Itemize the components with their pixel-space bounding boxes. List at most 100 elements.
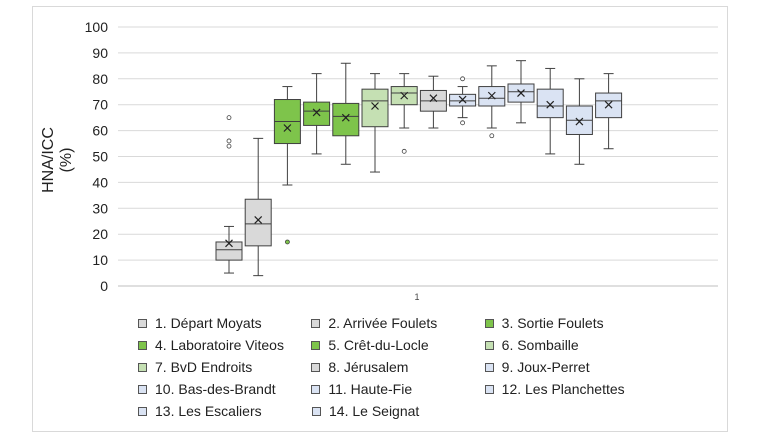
outlier-point	[226, 143, 232, 149]
mean-marker	[371, 102, 379, 110]
legend-item: 12. Les Planchettes	[484, 381, 658, 397]
box-series	[273, 86, 301, 245]
chart-frame	[32, 6, 728, 432]
legend-item: 10. Bas-des-Brandt	[138, 381, 311, 397]
boxes	[215, 60, 623, 277]
mean-marker	[575, 117, 584, 126]
legend-swatch	[484, 318, 494, 328]
mean-marker	[254, 216, 263, 224]
legend-label: 4. Laboratoire Viteos	[155, 337, 284, 353]
box-series	[332, 62, 360, 165]
y-axis: 0 10 20 30 40 50 60 70 80 90 100	[85, 19, 109, 294]
box-series	[390, 73, 418, 154]
legend-swatch	[484, 362, 494, 372]
y-tick-label: 50	[92, 149, 108, 165]
legend-item: 6. Sombaille	[484, 337, 658, 353]
legend-label: 12. Les Planchettes	[501, 381, 625, 397]
legend-label: 7. BvD Endroits	[155, 359, 253, 375]
legend-swatch	[138, 384, 147, 394]
legend-swatch	[484, 340, 494, 350]
box	[303, 101, 331, 126]
outlier-point	[460, 120, 466, 126]
legend-label: 13. Les Escaliers	[155, 403, 262, 419]
mean-marker	[225, 239, 233, 248]
legend-label: 14. Le Seignat	[329, 403, 420, 419]
legend-item: 8. Jérusalem	[311, 359, 484, 375]
box-series	[244, 137, 272, 277]
outlier-point	[401, 148, 407, 154]
mean-marker	[546, 100, 555, 109]
legend-item: 3. Sortie Foulets	[484, 315, 658, 331]
y-axis-label-unit: (%)	[58, 148, 75, 173]
box-series	[595, 73, 623, 150]
legend-swatch	[312, 406, 321, 416]
outlier-point	[226, 138, 232, 144]
y-tick-label: 20	[92, 226, 108, 242]
legend-swatch	[311, 362, 321, 372]
mean-marker	[312, 108, 321, 117]
box-series	[215, 115, 243, 274]
mean-marker	[400, 91, 409, 100]
mean-marker	[458, 95, 467, 104]
y-tick-label: 30	[92, 200, 108, 216]
legend-swatch	[311, 384, 321, 394]
legend-item: 1. Départ Moyats	[138, 315, 311, 331]
legend-item: 2. Arrivée Foulets	[311, 315, 484, 331]
legend-swatch	[311, 340, 321, 350]
legend-item: 7. BvD Endroits	[138, 359, 311, 375]
legend-label: 11. Haute-Fie	[328, 381, 413, 397]
mean-marker	[517, 89, 525, 97]
legend-swatch	[138, 318, 147, 328]
legend-label: 10. Bas-des-Brandt	[155, 381, 276, 397]
y-tick-label: 100	[85, 19, 109, 35]
legend-label: 6. Sombaille	[501, 337, 579, 353]
legend-item: 11. Haute-Fie	[311, 381, 484, 397]
y-axis-label: HNA/ICC	[40, 127, 57, 193]
legend-swatch	[138, 362, 147, 372]
legend-item: 5. Crêt-du-Locle	[311, 337, 484, 353]
legend-label: 1. Départ Moyats	[155, 315, 262, 331]
outlier-point	[284, 239, 290, 245]
mean-marker	[341, 113, 350, 122]
legend-item: 13. Les Escaliers	[138, 403, 312, 419]
box-series	[478, 65, 506, 139]
legend-label: 3. Sortie Foulets	[501, 315, 604, 331]
legend-row: 13. Les Escaliers 14. Le Seignat	[138, 400, 658, 422]
gridlines	[118, 26, 718, 287]
legend-label: 9. Joux-Perret	[501, 359, 590, 375]
box	[536, 88, 564, 119]
box-series	[536, 67, 564, 155]
y-tick-label: 90	[92, 45, 108, 61]
box-series	[449, 76, 477, 126]
legend-label: 5. Crêt-du-Locle	[328, 337, 429, 353]
legend-label: 8. Jérusalem	[328, 359, 409, 375]
box-series	[361, 73, 389, 173]
box-series	[565, 78, 593, 165]
legend-row: 10. Bas-des-Brandt 11. Haute-Fie 12. Les P…	[138, 378, 658, 400]
legend-label: 2. Arrivée Foulets	[328, 315, 438, 331]
legend-swatch	[484, 384, 494, 394]
mean-marker	[604, 100, 613, 109]
legend: 1. Départ Moyats 2. Arrivée Foulets 3. Sor…	[138, 312, 658, 422]
box-series	[303, 73, 331, 155]
boxplot-chart: 0 10 20 30 40 50 60 70 80 90 100 HNA/ICC (%) 1	[40, 19, 718, 302]
box	[332, 102, 360, 137]
legend-swatch	[138, 406, 147, 416]
outlier-point	[460, 76, 466, 82]
mean-marker	[487, 91, 496, 100]
x-tick-label: 1	[414, 292, 419, 302]
box	[361, 88, 389, 128]
box-series	[507, 60, 535, 124]
box	[215, 241, 243, 261]
legend-row: 4. Laboratoire Viteos 5. Crêt-du-Locle 6. …	[138, 334, 658, 356]
outlier-point	[489, 133, 495, 139]
y-tick-label: 0	[100, 278, 108, 294]
legend-row: 1. Départ Moyats 2. Arrivée Foulets 3. Sor…	[138, 312, 658, 334]
box-series	[419, 75, 447, 129]
y-tick-label: 80	[92, 71, 108, 87]
legend-swatch	[138, 340, 147, 350]
legend-item: 14. Le Seignat	[312, 403, 486, 419]
legend-item: 9. Joux-Perret	[484, 359, 658, 375]
y-tick-label: 70	[92, 97, 108, 113]
